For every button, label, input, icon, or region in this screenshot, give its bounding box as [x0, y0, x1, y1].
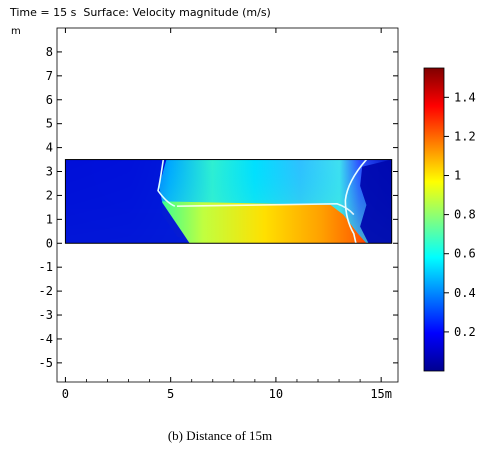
y-tick-label: 1 — [46, 212, 53, 226]
y-tick-label: -2 — [39, 284, 53, 298]
x-tick-label: 5 — [167, 387, 174, 401]
y-tick-label: 5 — [46, 117, 53, 131]
y-tick-label: 8 — [46, 45, 53, 59]
right-wave-front — [344, 159, 368, 244]
y-tick-label: 6 — [46, 93, 53, 107]
left-pool-region — [65, 159, 190, 244]
velocity-field — [65, 159, 392, 244]
y-tick-label: 0 — [46, 236, 53, 250]
y-tick-label: -1 — [39, 260, 53, 274]
plot-title: Time = 15 s Surface: Velocity magnitude … — [10, 6, 271, 19]
y-tick-label: 2 — [46, 188, 53, 202]
colorbar-ticks: 0.2 0.4 0.6 0.8 1 1.2 1.4 — [444, 90, 476, 339]
left-wave-front — [157, 159, 176, 207]
velocity-surface-plot: 0 5 10 15m -5 -4 -3 -2 -1 0 1 2 3 4 5 6 7 8 0.2 0.4 0.6 0.8… — [39, 27, 476, 401]
colorbar-tick-label: 1 — [454, 169, 461, 183]
x-tick-label: 0 — [62, 387, 69, 401]
right-pool-region — [360, 159, 392, 244]
y-axis-ticks: -5 -4 -3 -2 -1 0 1 2 3 4 5 6 7 8 — [39, 45, 398, 370]
x-tick-label: 15m — [370, 387, 392, 401]
jet-region — [162, 201, 367, 244]
y-tick-label: 4 — [46, 141, 53, 155]
y-axis-unit: m — [11, 26, 21, 37]
y-tick-label: 7 — [46, 69, 53, 83]
colorbar-tick-label: 1.4 — [454, 90, 476, 104]
y-tick-label: -4 — [39, 332, 53, 346]
y-tick-label: -5 — [39, 356, 53, 370]
colorbar — [423, 67, 445, 372]
y-tick-label: 3 — [46, 165, 53, 179]
colorbar-tick-label: 1.2 — [454, 129, 476, 143]
domain-outline — [64, 159, 393, 244]
figure-caption: (b) Distance of 15m — [167, 428, 273, 443]
colorbar-tick-label: 0.8 — [454, 208, 476, 222]
x-tick-label: 10 — [269, 387, 283, 401]
colorbar-tick-label: 0.4 — [454, 286, 476, 300]
colorbar-tick-label: 0.2 — [454, 325, 476, 339]
y-tick-label: -3 — [39, 308, 53, 322]
colorbar-tick-label: 0.6 — [454, 247, 476, 261]
x-axis-ticks: 0 5 10 15m — [62, 28, 392, 401]
